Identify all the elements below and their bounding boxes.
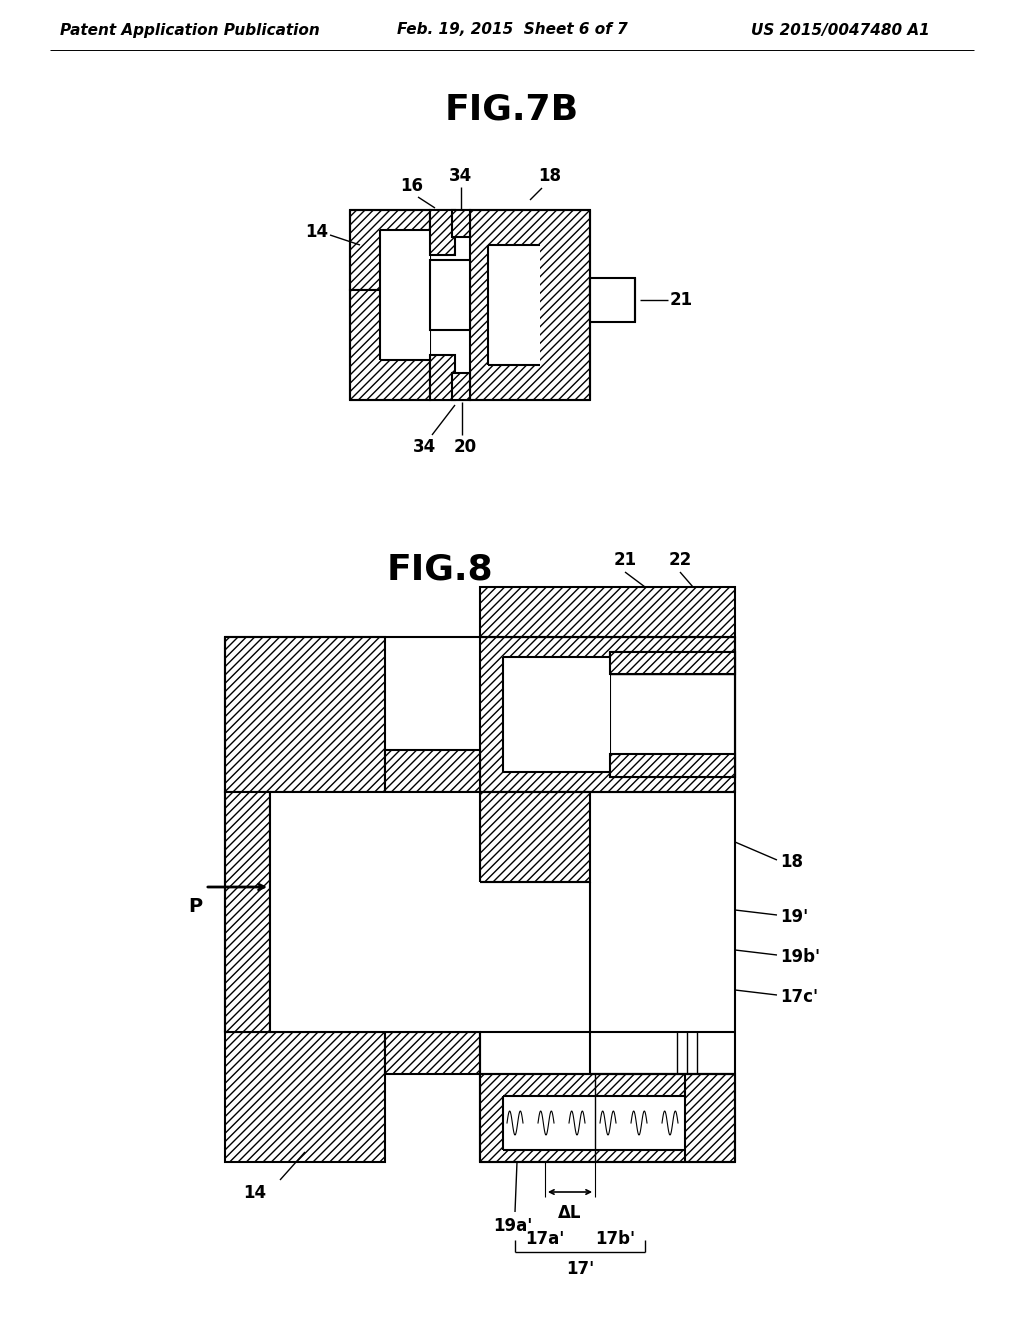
Text: 21: 21 <box>613 550 637 569</box>
Text: 34: 34 <box>450 168 473 185</box>
Bar <box>380 230 430 360</box>
Bar <box>225 638 385 792</box>
Bar <box>480 792 590 882</box>
Bar <box>430 355 455 400</box>
Bar <box>503 1096 685 1150</box>
Text: 19': 19' <box>780 908 808 927</box>
Bar <box>480 638 735 792</box>
Bar <box>488 246 540 366</box>
Bar <box>480 587 735 638</box>
Bar <box>430 210 455 255</box>
Bar <box>350 210 430 290</box>
Text: 14: 14 <box>305 223 328 242</box>
Text: 18: 18 <box>539 168 561 185</box>
Text: 19a': 19a' <box>494 1217 532 1236</box>
Text: 17c': 17c' <box>780 987 818 1006</box>
Text: Patent Application Publication: Patent Application Publication <box>60 22 319 37</box>
Bar <box>590 279 635 322</box>
Text: US 2015/0047480 A1: US 2015/0047480 A1 <box>751 22 930 37</box>
Bar <box>470 210 590 400</box>
Bar <box>610 754 735 777</box>
Text: 17b': 17b' <box>595 1230 635 1247</box>
Bar <box>225 1032 385 1162</box>
Text: 20: 20 <box>454 438 476 455</box>
Text: 14: 14 <box>244 1184 266 1203</box>
Bar <box>270 792 480 1032</box>
Bar <box>610 652 735 675</box>
Bar <box>225 792 270 1032</box>
Text: 19b': 19b' <box>780 948 820 966</box>
Text: 17': 17' <box>566 1261 594 1278</box>
Bar <box>610 652 735 777</box>
Bar <box>385 750 480 792</box>
Text: 21: 21 <box>670 290 693 309</box>
Bar <box>452 210 470 238</box>
Text: 18: 18 <box>780 853 803 871</box>
Text: FIG.7B: FIG.7B <box>445 92 579 127</box>
Text: 17a': 17a' <box>525 1230 564 1247</box>
Text: Feb. 19, 2015  Sheet 6 of 7: Feb. 19, 2015 Sheet 6 of 7 <box>396 22 628 37</box>
Bar <box>480 1074 735 1162</box>
Text: 22: 22 <box>669 550 691 569</box>
Bar <box>350 290 430 400</box>
Text: FIG.8: FIG.8 <box>387 553 494 587</box>
Bar <box>452 374 470 400</box>
Text: 34: 34 <box>414 438 436 455</box>
Text: 16: 16 <box>400 177 424 195</box>
Bar <box>503 657 610 772</box>
Bar <box>385 1032 480 1074</box>
Text: P: P <box>188 898 202 916</box>
Bar <box>430 260 470 330</box>
Text: ΔL: ΔL <box>558 1204 582 1222</box>
